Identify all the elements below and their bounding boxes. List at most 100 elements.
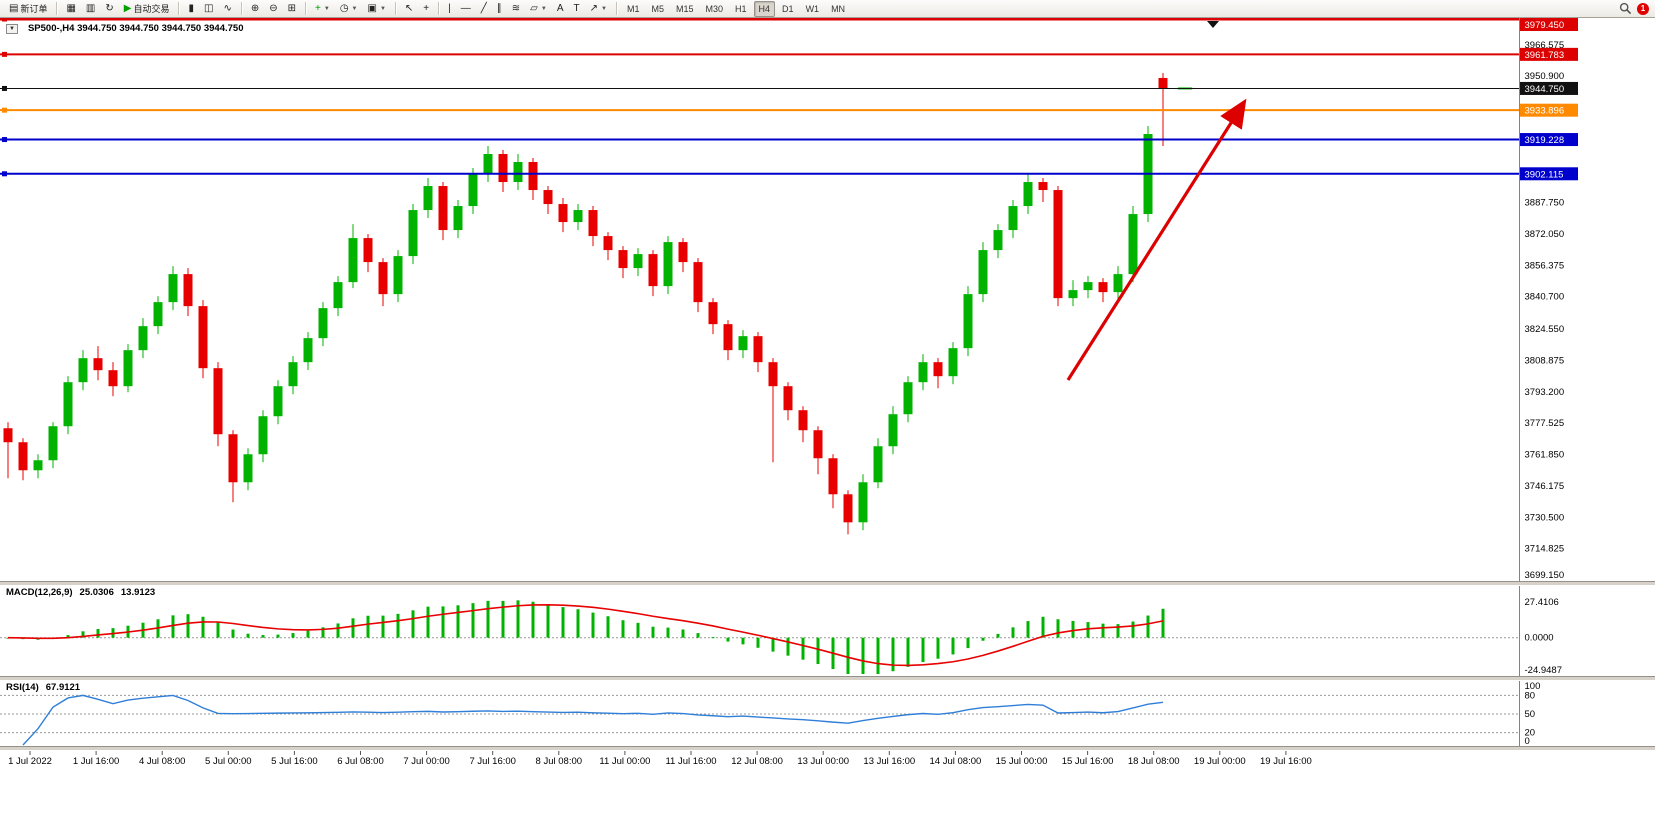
macd-bar (696, 633, 700, 638)
macd-bar (861, 637, 865, 674)
search-icon[interactable] (1619, 2, 1632, 15)
candlestick-chart-button[interactable]: ◫ (200, 1, 217, 17)
panel-separator-macd[interactable] (0, 581, 1655, 586)
arrow-tools-button-caret-icon: ▼ (601, 5, 607, 12)
notification-badge[interactable]: 1 (1637, 2, 1649, 15)
price-level-badge-label: 3919.228 (1525, 135, 1565, 146)
toolbar-separator (394, 2, 396, 15)
time-axis-label: 13 Jul 00:00 (797, 756, 849, 767)
crosshair-button[interactable]: + (419, 1, 433, 17)
channel-button[interactable]: ∥ (493, 1, 506, 17)
tile-windows-button[interactable]: ⊞ (284, 1, 300, 17)
zoom-out-button[interactable]: ⊖ (265, 1, 281, 17)
periods-button[interactable]: ◷ ▼ (336, 1, 362, 17)
tile-windows-button-icon: ⊞ (287, 2, 297, 14)
candlestick (783, 386, 793, 411)
price-axis-tick-label: 3840.700 (1525, 292, 1565, 303)
price-axis-tick-label: 3761.850 (1525, 450, 1565, 461)
bar-chart-button[interactable]: ▮ (184, 1, 198, 17)
candlestick (633, 254, 643, 269)
indicators-button[interactable]: + ▼ (311, 1, 334, 17)
timeframe-m30-button[interactable]: M30 (705, 3, 724, 14)
line-chart-button-icon: ∿ (223, 2, 232, 14)
time-axis-label: 19 Jul 00:00 (1194, 756, 1246, 767)
profiles-button[interactable]: ▥ (82, 1, 99, 17)
candlestick (963, 294, 973, 349)
rsi-indicator-label: RSI(14) (6, 682, 39, 693)
candlestick (603, 236, 613, 251)
candlestick (48, 426, 58, 461)
time-axis-label: 4 Jul 08:00 (139, 756, 185, 767)
level-line-handle[interactable] (2, 137, 7, 143)
text-button[interactable]: A (553, 1, 568, 17)
line-chart-button[interactable]: ∿ (219, 1, 235, 17)
new-order-button[interactable]: ▤ 新订单 (5, 1, 51, 17)
candlestick (843, 494, 853, 523)
level-line-handle[interactable] (2, 51, 7, 57)
label-button-icon: T (573, 2, 580, 14)
macd-bar (351, 618, 355, 638)
level-line-handle[interactable] (2, 107, 7, 113)
timeframe-m15-button[interactable]: M15 (675, 3, 694, 14)
templates-button[interactable]: ▣ ▼ (364, 1, 390, 17)
candlestick (888, 414, 898, 447)
candlestick (858, 482, 868, 523)
fibonacci-button[interactable]: ≋ (508, 1, 524, 17)
arrow-tools-button[interactable]: ↗ ▼ (586, 1, 611, 17)
candlestick (408, 210, 418, 257)
macd-bar (846, 637, 850, 674)
macd-bar (711, 637, 715, 639)
time-axis-label: 11 Jul 00:00 (599, 756, 650, 767)
price-axis-tick-label: 3699.150 (1525, 570, 1565, 581)
candlestick (63, 382, 73, 427)
timeframe-h4-button[interactable]: H4 (753, 0, 776, 17)
candlestick (213, 368, 223, 435)
horizontal-line-button[interactable]: — (457, 1, 475, 17)
toolbar-separator (240, 2, 242, 15)
candlestick (1023, 182, 1033, 207)
candlestick (183, 274, 193, 307)
macd-bar (336, 623, 340, 638)
time-axis-label: 5 Jul 00:00 (205, 756, 251, 767)
timeframe-mn-button[interactable]: MN (831, 3, 846, 14)
macd-bar (216, 622, 220, 638)
candlestick (288, 362, 298, 387)
timeframe-w1-button[interactable]: W1 (805, 3, 820, 14)
macd-bar (921, 637, 925, 663)
price-axis-tick-label: 3966.575 (1525, 40, 1565, 51)
toolbar-separator (305, 2, 307, 15)
level-line-handle[interactable] (2, 16, 7, 22)
macd-bar (306, 630, 310, 638)
macd-bar (96, 629, 100, 638)
label-button[interactable]: T (570, 1, 584, 17)
vertical-line-button-icon: | (448, 2, 451, 14)
cursor-button[interactable]: ↖ (401, 1, 417, 17)
trend-arrow[interactable] (1066, 98, 1247, 381)
shapes-button[interactable]: ▱ ▼ (526, 1, 551, 17)
candlestick (138, 326, 148, 351)
trendline-button[interactable]: ╱ (477, 1, 491, 17)
panel-separator-rsi[interactable] (0, 676, 1655, 681)
chart-menu-icon[interactable]: ▼ (6, 23, 18, 34)
autotrading-button[interactable]: ▶ 自动交易 (120, 1, 174, 17)
timeframe-h1-button[interactable]: H1 (735, 3, 747, 14)
refresh-button[interactable]: ↻ (101, 1, 117, 17)
timeframe-m5-button[interactable]: M5 (651, 3, 664, 14)
time-axis-label: 19 Jul 16:00 (1260, 756, 1312, 767)
panel-separator-timeaxis[interactable] (0, 746, 1655, 751)
level-line-handle[interactable] (2, 171, 7, 177)
candlestick (1053, 190, 1063, 299)
profiles-button-icon: ▥ (85, 2, 96, 14)
level-line-handle[interactable] (2, 85, 7, 91)
charts-button[interactable]: ▦ (62, 1, 79, 17)
price-level-badge (1520, 133, 1578, 147)
timeframe-d1-button[interactable]: D1 (782, 3, 794, 14)
vertical-line-button[interactable]: | (444, 1, 455, 17)
rsi-axis-label: 50 (1525, 709, 1536, 720)
zoom-in-button[interactable]: ⊕ (247, 1, 263, 17)
time-axis-label: 11 Jul 16:00 (665, 756, 716, 767)
candlestick (1038, 182, 1048, 191)
line-handle-marker[interactable] (1207, 21, 1219, 28)
timeframe-m1-button[interactable]: M1 (626, 3, 640, 14)
